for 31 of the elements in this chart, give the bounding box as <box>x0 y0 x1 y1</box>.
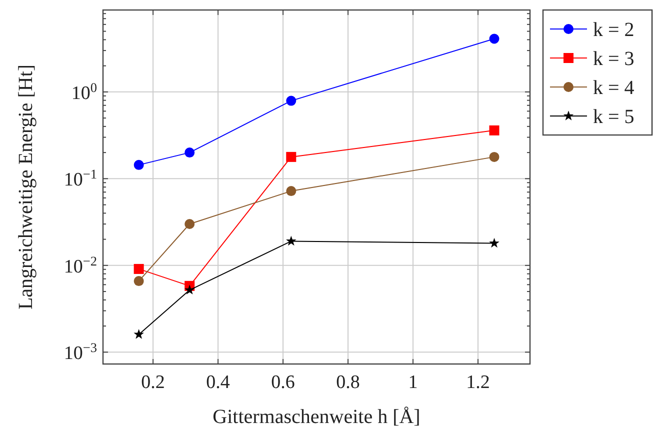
point <box>489 125 500 136</box>
y-tick-label: 10$^{−3}$ <box>64 340 98 364</box>
x-tick-label: 1 <box>408 372 418 393</box>
point <box>489 34 500 44</box>
point <box>490 238 499 248</box>
point <box>134 264 144 274</box>
legend-label: k = 3 <box>593 48 634 70</box>
x-tick-label: 1.2 <box>466 372 490 393</box>
legend-label: k = 4 <box>593 77 634 99</box>
x-axis-title: Gittermaschenweite h [Å] <box>212 406 420 428</box>
point <box>134 276 144 286</box>
point <box>134 160 144 170</box>
point <box>184 219 195 230</box>
legend-label: k = 5 <box>593 106 634 128</box>
y-tick-label: 10$^{−1}$ <box>64 166 97 191</box>
point <box>286 236 296 246</box>
point <box>134 330 144 338</box>
x-tick-label: 0.2 <box>141 372 165 393</box>
legend-label: k = 2 <box>593 19 634 41</box>
point <box>489 152 500 162</box>
y-axis-title: Langreichweitige Energie [Ht] <box>15 64 37 310</box>
y-tick-label: 10$^{0}$ <box>71 79 98 104</box>
x-tick-label: 0.4 <box>206 372 230 393</box>
point <box>184 148 195 158</box>
point <box>286 152 296 162</box>
y-tick-label: 10$^{−2}$ <box>64 252 97 278</box>
point <box>185 285 194 294</box>
point <box>286 186 296 196</box>
x-tick-label: 0.8 <box>336 372 360 393</box>
point <box>286 96 296 106</box>
x-tick-label: 0.6 <box>271 372 295 393</box>
